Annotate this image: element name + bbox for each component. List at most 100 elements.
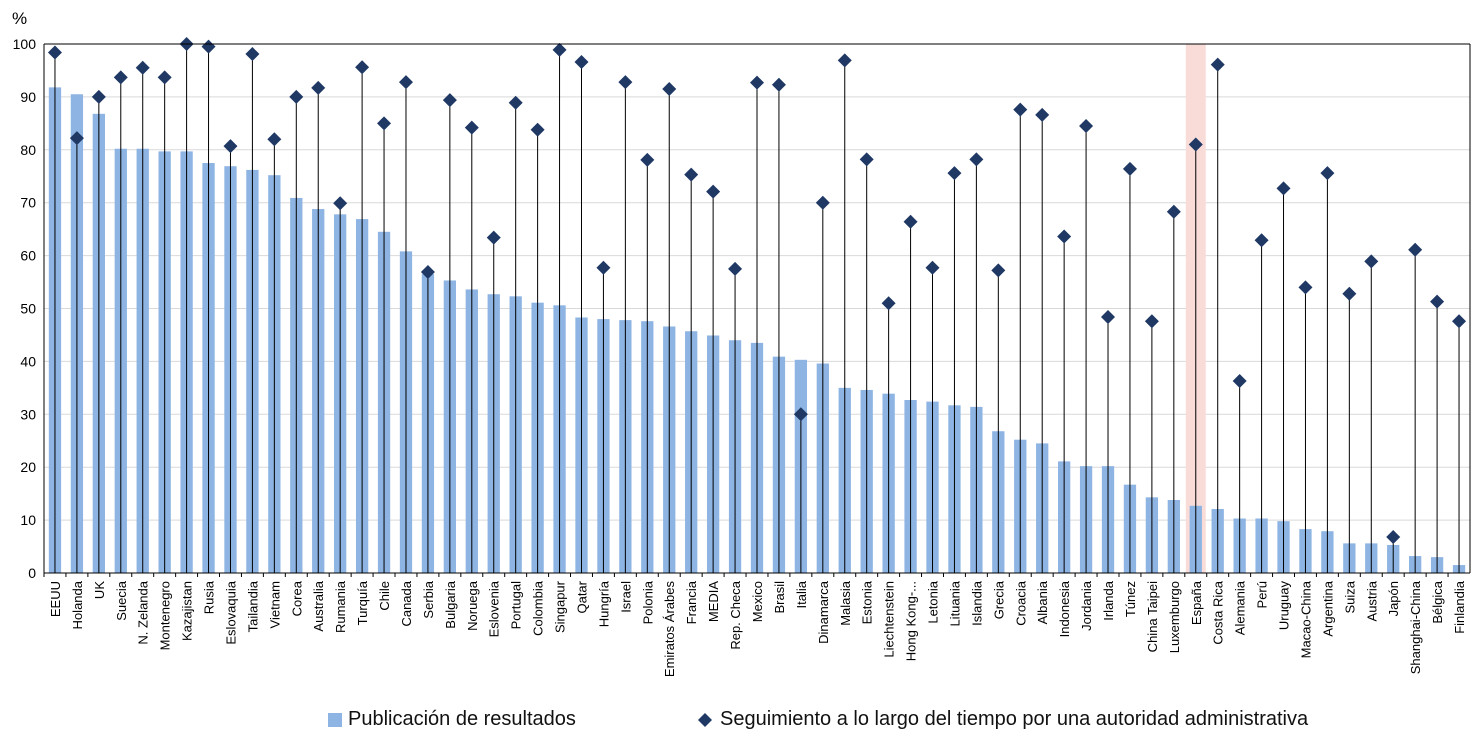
- x-tick-label: Macao-China: [1298, 580, 1313, 658]
- x-tick-label: Montenegro: [158, 581, 173, 650]
- x-tick-label: N. Zelanda: [136, 580, 151, 644]
- marker-22: [530, 122, 545, 137]
- x-tick-label: Mexico: [750, 581, 765, 622]
- marker-7: [201, 39, 216, 54]
- marker-36: [837, 53, 852, 68]
- y-tick-label: 90: [20, 89, 36, 105]
- marker-25: [596, 260, 611, 275]
- marker-37: [859, 152, 874, 167]
- x-tick-label: Islandia: [969, 580, 984, 626]
- marker-35: [815, 195, 830, 210]
- marker-20: [486, 230, 501, 245]
- marker-39: [903, 214, 918, 229]
- x-tick-label: Turquía: [355, 580, 370, 625]
- marker-55: [1254, 233, 1269, 248]
- x-tick-label: Túnez: [1123, 581, 1138, 617]
- x-tick-label: Portugal: [509, 581, 524, 630]
- marker-54: [1232, 373, 1247, 388]
- x-tick-label: Japón: [1386, 581, 1401, 616]
- marker-56: [1276, 181, 1291, 196]
- marker-49: [1122, 161, 1137, 176]
- x-tick-label: Brasil: [772, 581, 787, 614]
- marker-43: [991, 263, 1006, 278]
- y-tick-label: 50: [20, 301, 36, 317]
- legend-item-markers: Seguimiento a lo largo del tiempo por un…: [698, 708, 1308, 731]
- marker-61: [1386, 530, 1401, 545]
- marker-30: [706, 184, 721, 199]
- x-tick-label: Suiza: [1342, 580, 1357, 613]
- marker-24: [574, 54, 589, 69]
- x-tick-label: Rusia: [202, 580, 217, 614]
- marker-46: [1057, 229, 1072, 244]
- y-tick-label: 60: [20, 248, 36, 264]
- legend-diamond-swatch: [698, 712, 712, 727]
- x-tick-label: Francia: [684, 580, 699, 624]
- marker-19: [464, 120, 479, 135]
- marker-15: [377, 116, 392, 131]
- x-tick-label: Alemania: [1233, 580, 1248, 635]
- marker-3: [113, 70, 128, 85]
- y-tick-label: 100: [13, 36, 37, 52]
- x-tick-label: Croacia: [1013, 580, 1028, 626]
- marker-13: [333, 196, 348, 211]
- x-tick-label: Noruega: [465, 580, 480, 631]
- marker-45: [1035, 107, 1050, 122]
- x-tick-label: Malasia: [838, 580, 853, 626]
- x-tick-label: Kazajistan: [180, 581, 195, 641]
- legend: Publicación de resultados Seguimiento a …: [0, 708, 1479, 736]
- y-tick-label: 80: [20, 142, 36, 158]
- marker-12: [311, 80, 326, 95]
- x-tick-label: España: [1189, 580, 1204, 625]
- x-tick-label: Colombia: [531, 580, 546, 636]
- x-tick-label: Corea: [289, 580, 304, 616]
- y-tick-label: 10: [20, 512, 36, 528]
- x-tick-label: Jordania: [1079, 580, 1094, 631]
- marker-40: [925, 260, 940, 275]
- marker-28: [662, 81, 677, 96]
- x-tick-label: Finlandia: [1452, 580, 1467, 634]
- x-tick-label: Israel: [618, 581, 633, 613]
- x-tick-label: Canada: [399, 580, 414, 626]
- y-tick-label: 40: [20, 353, 36, 369]
- x-tick-label: Perú: [1255, 581, 1270, 608]
- x-tick-label: China Taipei: [1145, 581, 1160, 652]
- x-tick-label: Polonia: [640, 580, 655, 624]
- x-tick-label: Qatar: [574, 580, 589, 613]
- x-tick-label: Suecia: [114, 580, 129, 621]
- x-tick-label: Serbia: [421, 580, 436, 618]
- marker-64: [1452, 314, 1467, 329]
- x-tick-label: Letonia: [926, 580, 941, 623]
- marker-27: [640, 152, 655, 167]
- marker-29: [684, 167, 699, 182]
- x-tick-label: Hungría: [596, 580, 611, 627]
- x-tick-label: Bulgaria: [443, 580, 458, 628]
- x-tick-label: Liechtenstein: [882, 581, 897, 658]
- x-tick-label: Bélgica: [1430, 580, 1445, 623]
- x-tick-label: Irlanda: [1101, 580, 1116, 621]
- x-tick-label: MEDIA: [706, 581, 721, 623]
- marker-1: [69, 131, 84, 146]
- marker-44: [1013, 102, 1028, 117]
- marker-18: [442, 93, 457, 108]
- marker-8: [223, 139, 238, 154]
- legend-bar-swatch: [328, 712, 342, 727]
- legend-item-bars: Publicación de resultados: [328, 708, 576, 731]
- marker-51: [1166, 204, 1181, 219]
- marker-0: [47, 45, 62, 60]
- x-tick-label: Singapur: [553, 580, 568, 633]
- y-axis-label: %: [12, 9, 27, 28]
- marker-5: [157, 70, 172, 85]
- x-tick-label: EEUU: [48, 581, 63, 617]
- x-tick-label: Austria: [1364, 580, 1379, 621]
- marker-52: [1188, 137, 1203, 152]
- x-tick-label: Hong Kong-...: [904, 581, 919, 661]
- marker-38: [881, 296, 896, 311]
- x-tick-label: Emiratos Árabes: [662, 581, 677, 678]
- marker-50: [1144, 314, 1159, 329]
- x-tick-label: Eslovaquia: [223, 580, 238, 644]
- marker-23: [552, 42, 567, 57]
- x-tick-label: Lituania: [947, 580, 962, 626]
- x-tick-label: Albania: [1035, 580, 1050, 624]
